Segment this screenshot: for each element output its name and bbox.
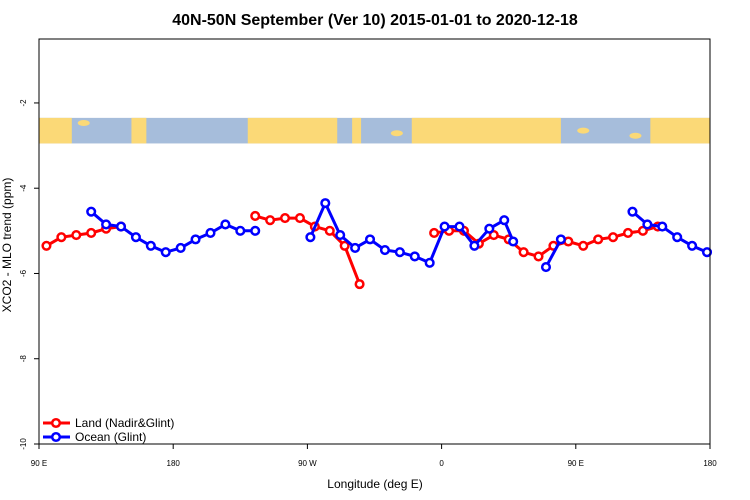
series-0-point-2-11 (593, 234, 604, 245)
legend-label-1: Ocean (Glint) (75, 430, 146, 444)
map-island-0 (77, 119, 90, 126)
legend-marker-0 (50, 417, 62, 429)
y-tick-label-3: -8 (19, 355, 28, 363)
series-0-point-2-14 (637, 225, 648, 236)
series-1-point-1-2 (335, 230, 346, 241)
series-1-point-0-4 (145, 240, 156, 251)
series-1-point-1-1 (320, 198, 331, 209)
series-1-point-0-2 (115, 221, 127, 232)
series-0-point-0-0 (41, 240, 52, 251)
series-1-line-0 (90, 210, 256, 254)
series-1-point-3-2 (657, 221, 668, 232)
series-1 (86, 198, 713, 273)
x-tick-label-1: 180 (167, 459, 181, 468)
series-1-point-1-0 (305, 232, 316, 243)
series-1-point-1-11 (469, 240, 480, 251)
series-1-point-0-8 (205, 227, 216, 239)
series-1-point-1-5 (379, 244, 390, 256)
map-island-3 (465, 122, 478, 129)
series-0-point-1-6 (339, 240, 350, 251)
series-0-point-0-3 (86, 227, 97, 239)
series-1-point-1-9 (439, 221, 450, 232)
series-0-point-0-2 (71, 230, 82, 241)
y-axis-label: XCO2 - MLO trend (ppm) (0, 178, 14, 313)
x-axis-label: Longitude (deg E) (327, 477, 422, 491)
y-axis: -2 -4 -6 -8 -10 (19, 99, 39, 450)
map-island-1 (271, 125, 284, 132)
series-1-line-2 (544, 238, 563, 268)
x-tick-label-4: 90 E (568, 459, 584, 468)
series-1-point-2-1 (555, 234, 566, 245)
legend: Land (Nadir&Glint)Ocean (Glint) (43, 416, 174, 444)
x-tick-label-0: 90 E (31, 459, 47, 468)
y-tick-label-2: -6 (19, 269, 28, 277)
map-land-3 (352, 117, 362, 144)
map-land-2 (247, 117, 338, 144)
map-land-1 (131, 117, 147, 144)
series-1-point-1-4 (364, 234, 376, 245)
map-land-0 (39, 117, 72, 144)
series-1-point-0-1 (101, 219, 112, 230)
map-land-4 (411, 117, 561, 144)
series-1-point-0-6 (175, 242, 186, 253)
x-tick-label-5: 180 (703, 459, 717, 468)
y-tick-label-0: -2 (19, 99, 28, 107)
series-1-point-0-10 (235, 225, 246, 236)
series-0-point-1-0 (250, 210, 261, 221)
series-1-point-0-9 (220, 219, 231, 230)
map-land-5 (650, 117, 710, 144)
series-1-point-1-12 (484, 223, 495, 234)
series-0-point-1-7 (354, 279, 365, 290)
series-0-point-2-7 (533, 251, 544, 262)
legend-marker-1 (50, 431, 62, 443)
series-0-point-2-10 (578, 240, 589, 251)
series-1-point-0-5 (160, 247, 171, 258)
y-tick-label-1: -4 (19, 184, 28, 192)
series-0-point-2-4 (488, 230, 499, 241)
series-1-point-1-10 (454, 221, 465, 232)
series-0-point-2-12 (608, 232, 619, 243)
series-1-point-3-3 (672, 232, 683, 243)
series-1-point-1-3 (350, 242, 361, 253)
chart-title: 40N-50N September (Ver 10) 2015-01-01 to… (172, 12, 578, 29)
map-strip (39, 117, 710, 144)
legend-label-0: Land (Nadir&Glint) (75, 416, 174, 430)
series-1-point-1-6 (394, 247, 405, 258)
series-0-point-0-1 (56, 232, 67, 243)
series-1-point-0-7 (190, 234, 201, 245)
map-island-5 (629, 132, 642, 139)
series-0-point-1-2 (279, 213, 291, 224)
y-tick-label-4: -10 (19, 438, 28, 450)
map-island-4 (577, 127, 590, 134)
series-1-point-1-7 (409, 251, 420, 262)
series-0-line-2 (433, 225, 659, 258)
x-tick-label-2: 90 W (298, 459, 317, 468)
series-0-point-2-13 (622, 227, 634, 239)
series-0-point-2-6 (518, 247, 529, 258)
series-0-point-1-3 (294, 213, 305, 224)
series-1-point-1-14 (508, 236, 519, 247)
series-0-point-1-1 (265, 215, 276, 226)
series-1-point-0-3 (130, 232, 141, 243)
series-1-point-3-5 (701, 247, 713, 258)
series-1-point-1-13 (499, 215, 510, 226)
x-axis: 90 E 180 90 W 0 90 E 180 (31, 444, 717, 468)
plot-frame (38, 38, 711, 445)
series-0-point-2-0 (429, 227, 440, 239)
series-1-point-0-0 (86, 206, 97, 217)
series-1-point-3-1 (642, 219, 653, 230)
x-tick-label-3: 0 (439, 459, 444, 468)
series-1-point-2-0 (540, 262, 552, 273)
plot-area (41, 198, 713, 290)
map-ocean (39, 117, 710, 144)
series-0-point-1-5 (324, 225, 335, 236)
series-1-point-0-11 (250, 225, 261, 236)
series-1-point-3-0 (627, 206, 638, 217)
series-1-point-1-8 (424, 257, 435, 268)
map-island-2 (390, 130, 403, 137)
series-1-point-3-4 (687, 240, 698, 251)
